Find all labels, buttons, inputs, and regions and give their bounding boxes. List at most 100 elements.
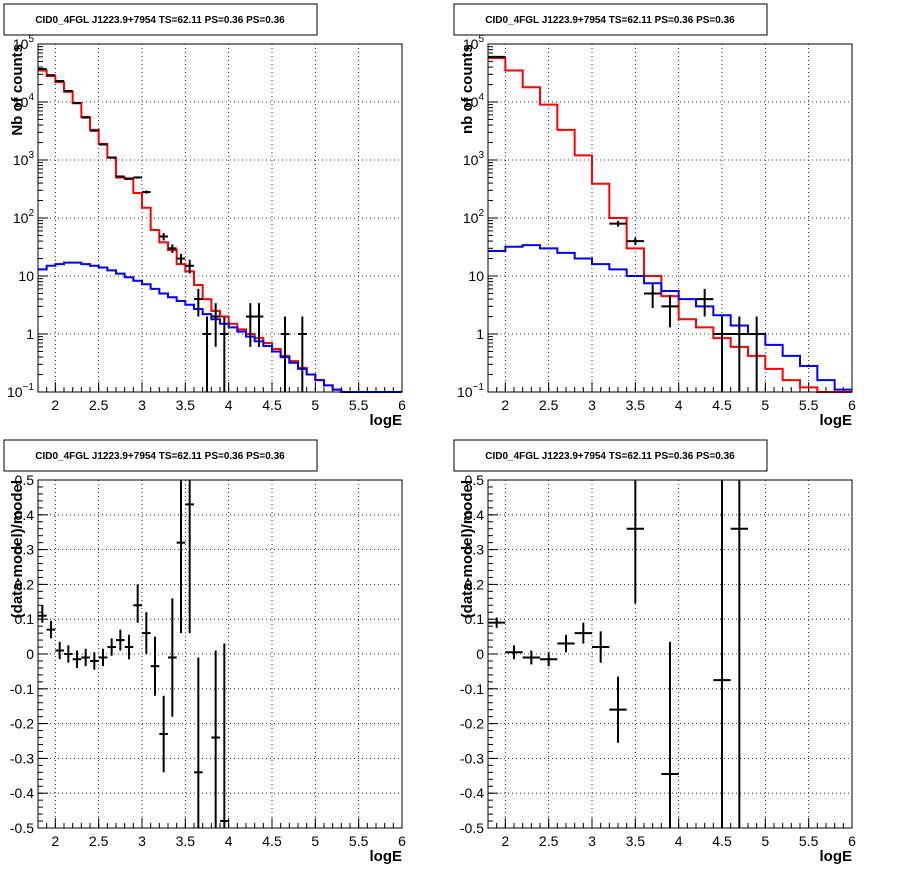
data-point	[574, 622, 592, 644]
x-tick-label: 2.5	[89, 397, 109, 413]
chart-title: CID0_4FGL J1223.9+7954 TS=62.11 PS=0.36 …	[485, 15, 735, 26]
data-point	[176, 480, 186, 634]
y-axis-label: nb of counts	[459, 44, 476, 134]
data-point	[298, 316, 307, 392]
chart-title: CID0_4FGL J1223.9+7954 TS=62.11 PS=0.36 …	[485, 451, 735, 462]
data-point	[609, 676, 627, 743]
data-point	[72, 102, 82, 105]
plot-area-3: 2 2.5 3 3.5 4 4.5 5 5.5 6 -0.5 -0.4 -0.3 -0.2 -0.1 0 0.…	[10, 472, 406, 849]
data-point	[211, 650, 220, 828]
data-point	[730, 480, 748, 828]
data-point	[55, 641, 64, 660]
x-tick-label: 2.5	[539, 397, 559, 413]
y-tick-label: 103	[463, 150, 485, 168]
y-tick-label: 10−1	[7, 382, 34, 400]
chart-title: CID0_4FGL J1223.9+7954 TS=62.11 PS=0.36 …	[35, 451, 285, 462]
data-point	[142, 612, 151, 654]
pad-residuals-coarse-bins: CID0_4FGL J1223.9+7954 TS=62.11 PS=0.36 …	[453, 439, 853, 865]
data-point	[64, 89, 73, 92]
x-tick-label: 4.5	[712, 833, 732, 849]
x-tick-label: 6	[848, 833, 856, 849]
data-point	[168, 244, 177, 253]
x-tick-label: 3	[588, 833, 596, 849]
data-point	[81, 116, 90, 119]
data-point	[557, 634, 575, 653]
data-point	[116, 629, 125, 651]
y-tick-label: -0.1	[460, 681, 484, 697]
y-tick-label: 105	[463, 34, 485, 52]
data-point	[107, 156, 116, 159]
data-point	[730, 316, 748, 392]
data-point	[661, 295, 679, 328]
model-background-step-line	[38, 261, 402, 393]
y-tick-label: 0	[26, 646, 34, 662]
data-point	[90, 652, 99, 670]
x-tick-label: 6	[398, 833, 406, 849]
y-tick-label: 0.1	[465, 611, 485, 627]
title-box: CID0_4FGL J1223.9+7954 TS=62.11 PS=0.36 …	[3, 3, 318, 36]
data-point	[522, 650, 540, 665]
x-tick-label: 6	[398, 397, 406, 413]
data-point	[107, 638, 116, 656]
model-background-step-line	[488, 244, 852, 391]
frame	[37, 479, 403, 829]
x-tick-label: 5	[311, 397, 319, 413]
y-tick-label: -0.2	[460, 716, 484, 732]
y-tick-label: 0.4	[15, 507, 35, 523]
data-point	[124, 177, 134, 180]
title-box: CID0_4FGL J1223.9+7954 TS=62.11 PS=0.36 …	[3, 439, 318, 472]
pad-residuals-fine-bins: CID0_4FGL J1223.9+7954 TS=62.11 PS=0.36 …	[3, 439, 403, 865]
data-point	[124, 634, 134, 660]
y-tick-label: 104	[13, 92, 35, 110]
frame	[487, 479, 853, 829]
data-point	[168, 598, 177, 717]
data-point	[159, 695, 168, 773]
y-tick-label: 105	[13, 34, 35, 52]
y-tick-label: 10	[18, 268, 34, 284]
x-tick-label: 4.5	[262, 397, 282, 413]
x-axis-label: logE	[370, 412, 403, 429]
y-tick-label: -0.5	[460, 820, 484, 836]
data-point	[626, 237, 644, 246]
data-point	[488, 55, 506, 58]
x-axis-label: logE	[820, 848, 853, 865]
data-point	[540, 652, 558, 667]
y-tick-label: 104	[463, 92, 485, 110]
y-tick-label: 103	[13, 150, 35, 168]
data-point	[202, 316, 212, 392]
y-tick-label: 102	[13, 208, 35, 226]
frame	[487, 43, 853, 393]
data-point	[505, 645, 523, 660]
x-tick-label: 4	[225, 397, 233, 413]
x-tick-label: 3.5	[176, 833, 196, 849]
x-tick-label: 2.5	[539, 833, 559, 849]
data-point	[488, 617, 506, 628]
model-total-step-line	[488, 57, 852, 393]
data-point	[696, 288, 714, 317]
y-tick-label: 102	[463, 208, 485, 226]
x-tick-label: 2	[501, 397, 509, 413]
x-tick-label: 2.5	[89, 833, 109, 849]
x-axis-label: logE	[820, 412, 853, 429]
data-point	[46, 620, 56, 639]
x-tick-label: 5.5	[799, 397, 819, 413]
data-point	[64, 645, 73, 663]
y-tick-label: -0.3	[460, 750, 484, 766]
y-tick-label: 10−1	[457, 382, 484, 400]
x-tick-label: 5	[311, 833, 319, 849]
data-point	[194, 657, 203, 828]
data-point	[133, 176, 142, 179]
y-tick-label: 0.4	[465, 507, 485, 523]
x-tick-label: 3.5	[626, 397, 646, 413]
x-tick-label: 5.5	[799, 833, 819, 849]
y-tick-label: -0.4	[460, 785, 484, 801]
y-tick-label: -0.4	[10, 785, 34, 801]
x-tick-label: 6	[848, 397, 856, 413]
data-point	[609, 220, 627, 227]
data-point	[185, 259, 194, 274]
data-point	[142, 190, 151, 194]
data-point	[211, 303, 220, 347]
plot-area-1: 2 2.5 3 3.5 4 4.5 5 5.5 6 10−1 1 10 102 103 104 105	[7, 34, 406, 413]
y-tick-label: 0.2	[15, 576, 35, 592]
